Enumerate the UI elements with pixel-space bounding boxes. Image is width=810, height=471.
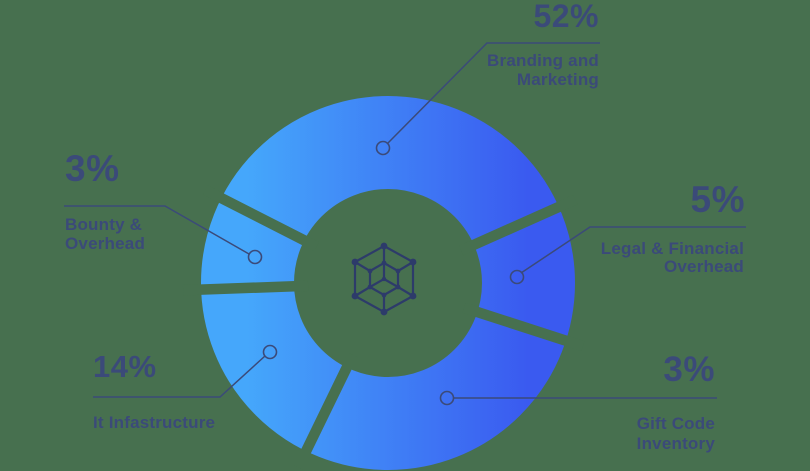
segment-gap (293, 352, 358, 470)
leader-line-infra (93, 355, 266, 398)
percent-label-bounty: 3% (65, 148, 120, 189)
leader-dot-bounty (247, 249, 263, 265)
leader-dot-legal (509, 269, 525, 285)
segment-label-branding: Branding and Marketing (487, 51, 599, 89)
segment-label-line: Bounty & (65, 215, 143, 234)
leader-dot-branding (375, 140, 391, 156)
segment-label-line: It Infastructure (93, 413, 216, 432)
segment-gap (458, 194, 578, 256)
percent-label-infrastructure: 14% (93, 349, 157, 384)
segment-label-gift-code: Gift Code Inventory (637, 414, 715, 454)
segment-label-line: Overhead (65, 234, 146, 253)
segment-label-bounty: Bounty & Overhead (65, 215, 145, 253)
leader-line-bounty (64, 205, 250, 255)
segment-gap (202, 185, 320, 252)
percent-label-legal: 5% (690, 179, 745, 220)
segment-label-line: Gift Code (636, 414, 715, 433)
leader-dot-gift (439, 390, 455, 406)
percent-label-gift-code: 3% (663, 350, 715, 389)
leader-line-legal (520, 226, 746, 274)
segment-label-infrastructure: It Infastructure (93, 413, 215, 432)
network-cube-icon (351, 242, 417, 316)
segment-gap (462, 302, 585, 352)
leader-line-branding (387, 42, 600, 144)
percent-label-branding: 52% (533, 0, 599, 34)
segment-label-legal: Legal & Financial Overhead (601, 240, 744, 276)
segment-gap (182, 280, 309, 296)
segment-label-line: Marketing (516, 70, 599, 89)
segment-label-line: Inventory (636, 434, 715, 453)
segment-label-line: Legal & Financial (600, 239, 744, 258)
segment-label-line: Overhead (663, 257, 744, 276)
segment-label-line: Branding and (487, 51, 599, 70)
leader-dot-infra (262, 344, 278, 360)
